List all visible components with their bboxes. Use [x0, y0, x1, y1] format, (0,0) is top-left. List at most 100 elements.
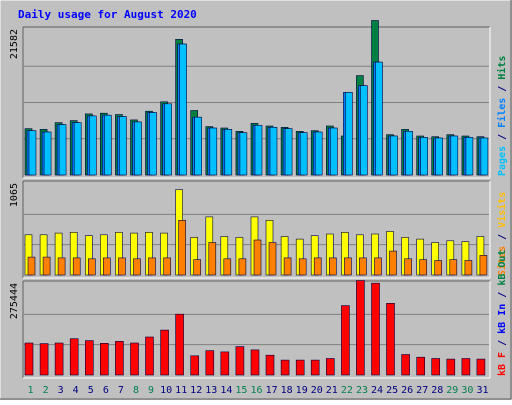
legend-part-2: Files — [496, 98, 508, 128]
bar-sites-day-12 — [193, 259, 201, 276]
legend-part-0: kB F — [497, 352, 508, 376]
bar-sites-day-28 — [434, 260, 443, 276]
bar-sites-day-9 — [148, 257, 156, 276]
bar-sites-day-25 — [389, 250, 397, 276]
bar-sites-day-3 — [57, 257, 66, 276]
bar-pages-day-2 — [43, 131, 52, 176]
bar-sites-day-1 — [27, 256, 36, 276]
bar-kb-f-day-7 — [115, 340, 124, 376]
legend-part-4: Hits — [496, 56, 508, 80]
bar-kb-f-day-12 — [190, 355, 199, 376]
legend-kbytes: kB F / kB In / kB Out — [497, 250, 508, 376]
bar-pages-day-13 — [209, 127, 218, 176]
bar-pages-day-18 — [284, 128, 293, 176]
x-tick-day-11: 11 — [175, 385, 187, 396]
bar-pages-day-3 — [58, 124, 67, 176]
bar-pages-day-6 — [104, 114, 112, 176]
bar-sites-day-8 — [133, 258, 141, 276]
bar-sites-day-30 — [464, 260, 473, 276]
legend-part-3: / — [497, 80, 508, 98]
bar-sites-day-5 — [88, 258, 96, 276]
bar-pages-day-20 — [314, 131, 323, 176]
bar-pages-day-4 — [73, 122, 82, 176]
y-max-label-visits-sites: 1065 — [9, 183, 20, 207]
bar-sites-day-15 — [238, 258, 247, 276]
legend-part-1: / — [497, 334, 508, 352]
x-tick-day-1: 1 — [27, 385, 33, 396]
bar-sites-day-17 — [268, 242, 277, 276]
bar-pages-day-21 — [329, 127, 338, 176]
bar-sites-day-29 — [449, 259, 458, 276]
bar-sites-day-26 — [404, 258, 412, 276]
bar-kb-f-day-28 — [431, 358, 441, 376]
bar-kb-f-day-3 — [54, 342, 64, 376]
legend-part-4: kB Out — [497, 250, 508, 286]
x-tick-day-8: 8 — [133, 385, 139, 396]
bar-sites-day-27 — [419, 259, 428, 276]
bar-kb-f-day-16 — [250, 349, 260, 376]
bar-sites-day-7 — [118, 257, 126, 276]
bar-pages-day-22 — [345, 92, 353, 176]
legend-part-1: / — [497, 128, 508, 146]
x-tick-day-29: 29 — [446, 385, 458, 396]
x-tick-day-30: 30 — [461, 385, 473, 396]
bar-pages-day-8 — [134, 121, 142, 176]
y-max-label-kbytes: 275444 — [9, 283, 20, 319]
x-tick-day-27: 27 — [416, 385, 428, 396]
bar-kb-f-day-15 — [235, 346, 245, 376]
bar-sites-day-6 — [103, 257, 111, 276]
bar-pages-day-17 — [269, 127, 278, 176]
bar-sites-day-31 — [479, 255, 488, 276]
x-tick-day-17: 17 — [266, 385, 278, 396]
bar-kb-f-day-30 — [461, 358, 471, 376]
x-tick-day-15: 15 — [235, 385, 247, 396]
y-max-label-hits-files-pages: 21582 — [9, 29, 20, 59]
x-tick-day-21: 21 — [326, 385, 338, 396]
bar-sites-day-22 — [344, 257, 352, 276]
x-tick-day-26: 26 — [401, 385, 413, 396]
bar-pages-day-27 — [420, 137, 429, 176]
bar-pages-day-25 — [390, 135, 398, 176]
bar-pages-day-11 — [179, 43, 187, 176]
x-tick-day-2: 2 — [43, 385, 49, 396]
bar-pages-day-5 — [89, 115, 97, 176]
bar-pages-day-30 — [465, 137, 474, 176]
bar-pages-day-16 — [254, 125, 263, 176]
x-tick-day-12: 12 — [190, 385, 202, 396]
legend-part-0: Sites — [496, 246, 508, 276]
chart-title: Daily usage for August 2020 — [18, 8, 197, 21]
bar-kb-f-day-29 — [446, 358, 456, 376]
bar-kb-f-day-24 — [371, 282, 380, 376]
bar-kb-f-day-18 — [280, 359, 290, 376]
bar-pages-day-29 — [450, 135, 459, 176]
x-tick-day-5: 5 — [88, 385, 94, 396]
bar-pages-day-26 — [405, 131, 413, 176]
bar-kb-f-day-22 — [341, 305, 350, 376]
bar-pages-day-28 — [435, 137, 444, 176]
x-tick-day-28: 28 — [431, 385, 443, 396]
bar-kb-f-day-4 — [69, 338, 79, 376]
x-tick-day-13: 13 — [205, 385, 217, 396]
bar-kb-f-day-21 — [325, 358, 335, 376]
bar-pages-day-14 — [224, 129, 233, 176]
bar-pages-day-10 — [164, 103, 172, 176]
x-tick-day-4: 4 — [73, 385, 79, 396]
x-tick-day-7: 7 — [118, 385, 124, 396]
x-tick-day-18: 18 — [281, 385, 293, 396]
x-tick-day-16: 16 — [250, 385, 262, 396]
bar-sites-day-21 — [328, 257, 337, 276]
bar-pages-day-15 — [239, 132, 248, 176]
bar-sites-day-11 — [178, 220, 186, 276]
bar-kb-f-day-2 — [39, 343, 49, 376]
bar-sites-day-4 — [72, 257, 81, 276]
x-tick-day-31: 31 — [476, 385, 488, 396]
bar-kb-f-day-25 — [386, 302, 395, 376]
bar-pages-day-9 — [149, 112, 157, 176]
bar-kb-f-day-31 — [476, 358, 486, 376]
bar-kb-f-day-10 — [160, 329, 169, 376]
bar-kb-f-day-6 — [100, 342, 109, 376]
bar-sites-day-14 — [223, 258, 232, 276]
bar-kb-f-day-1 — [24, 342, 34, 376]
bar-pages-day-12 — [194, 116, 202, 176]
